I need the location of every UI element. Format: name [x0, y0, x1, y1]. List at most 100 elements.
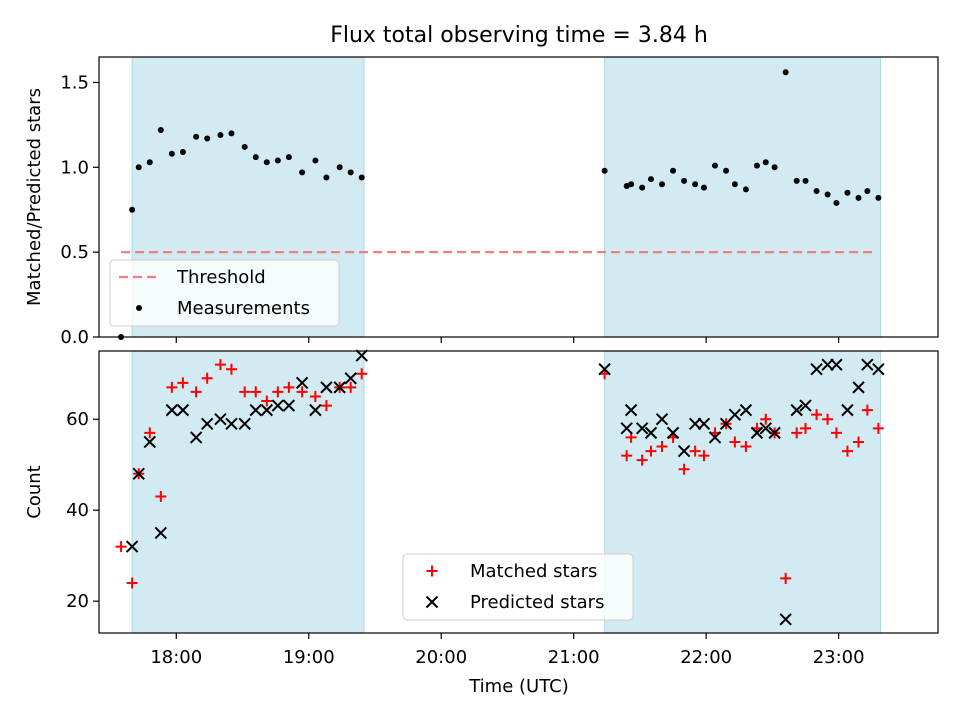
predicted-point: [790, 403, 803, 417]
shaded-interval: [131, 350, 365, 634]
predicted-point: [344, 372, 357, 385]
predicted-point: [697, 417, 711, 430]
predicted-point: [165, 403, 179, 417]
measurement-point: [681, 177, 688, 184]
matched-point: [283, 381, 295, 393]
x-tick-label: 21:00: [548, 647, 600, 668]
predicted-point: [872, 362, 885, 376]
shaded-interval: [604, 56, 882, 338]
measurement-point: [647, 176, 654, 183]
predicted-point: [852, 381, 865, 394]
measurement-point: [193, 133, 200, 140]
predicted-point: [132, 467, 145, 481]
matched-point: [296, 386, 308, 398]
matched-point: [356, 368, 368, 380]
measurement-point: [692, 181, 699, 188]
matched-point: [214, 359, 226, 371]
predicted-point: [295, 376, 309, 390]
y-tick-label: 60: [66, 409, 89, 430]
measurement-point: [358, 174, 365, 181]
legend-box: [109, 259, 340, 327]
measurement-point: [824, 191, 831, 198]
predicted-point: [677, 444, 691, 458]
predicted-point: [271, 399, 285, 412]
predicted-point: [189, 431, 203, 444]
axes-frame: [98, 350, 939, 634]
measurement-point: [628, 181, 635, 188]
x-tick-label: 20:00: [415, 647, 467, 668]
x-tick-label: 19:00: [283, 647, 335, 668]
y-axis-label: Matched/Predicted stars: [24, 88, 45, 306]
matched-point: [729, 436, 741, 448]
measurement-point: [833, 199, 840, 206]
measurement-point: [157, 126, 164, 133]
measurement-point: [135, 164, 142, 171]
predicted-point: [635, 422, 649, 435]
matched-point: [225, 363, 237, 375]
predicted-point: [759, 422, 772, 435]
matched-point: [144, 427, 156, 439]
series-predicted-stars: [125, 349, 885, 626]
predicted-point: [620, 422, 633, 435]
panel-count: 20 40 60 18:00 19:00 20:00 21:00 22:00 23:00 Coun…: [24, 349, 939, 668]
predicted-point: [225, 417, 238, 430]
predicted-point: [282, 399, 296, 412]
measurement-point: [700, 184, 707, 191]
predicted-point: [333, 381, 346, 394]
matched-point: [800, 422, 812, 434]
measurement-point: [347, 169, 354, 176]
matched-point: [621, 450, 633, 462]
measurement-point: [299, 169, 306, 176]
matched-point: [791, 427, 803, 439]
predicted-point: [320, 381, 333, 394]
y-tick-label: 0.0: [60, 327, 89, 348]
matched-point: [678, 463, 690, 475]
measurement-point: [312, 157, 319, 164]
predicted-point: [708, 431, 722, 444]
measurement-point: [146, 159, 153, 166]
matched-point: [155, 491, 167, 503]
matched-point: [780, 572, 792, 584]
measurement-point: [601, 167, 608, 174]
legend-label: Predicted stars: [470, 592, 604, 613]
matched-point: [841, 445, 853, 457]
measurement-point: [844, 189, 851, 196]
matched-point: [872, 422, 884, 434]
matched-point: [853, 436, 865, 448]
measurement-point: [639, 184, 646, 191]
y-axis-label: Count: [24, 465, 45, 518]
measurement-point: [753, 162, 760, 169]
predicted-point: [841, 403, 854, 417]
matched-point: [830, 427, 842, 439]
x-tick-label: 18:00: [150, 647, 202, 668]
predicted-point: [214, 413, 227, 426]
measurement-point: [712, 162, 719, 169]
matched-point: [166, 381, 178, 393]
predicted-point: [728, 408, 742, 421]
y-tick-label: 40: [66, 500, 89, 521]
matched-point: [345, 381, 357, 393]
measurement-point: [274, 157, 281, 164]
matched-point: [822, 413, 834, 425]
legend: Matched stars Predicted stars: [402, 553, 634, 621]
y-tick-label: 1.5: [60, 72, 89, 93]
x-tick-label: 22:00: [680, 647, 732, 668]
shaded-interval: [604, 350, 882, 634]
legend-label: Measurements: [177, 298, 310, 319]
measurement-point: [742, 186, 749, 193]
matched-point: [740, 441, 752, 453]
legend-measurement-swatch: [136, 305, 142, 311]
predicted-point: [355, 349, 368, 362]
predicted-point: [810, 362, 823, 376]
matched-point: [636, 454, 648, 466]
y-tick-label: 1.0: [60, 157, 89, 178]
legend-label: Threshold: [176, 267, 266, 288]
measurement-point: [217, 132, 224, 139]
matched-point: [861, 404, 873, 416]
matched-point: [239, 386, 251, 398]
y-tick-label: 20: [66, 591, 89, 612]
matched-point: [115, 541, 127, 553]
measurement-point: [659, 181, 666, 188]
measurement-point: [241, 143, 248, 150]
measurement-point: [793, 177, 800, 184]
